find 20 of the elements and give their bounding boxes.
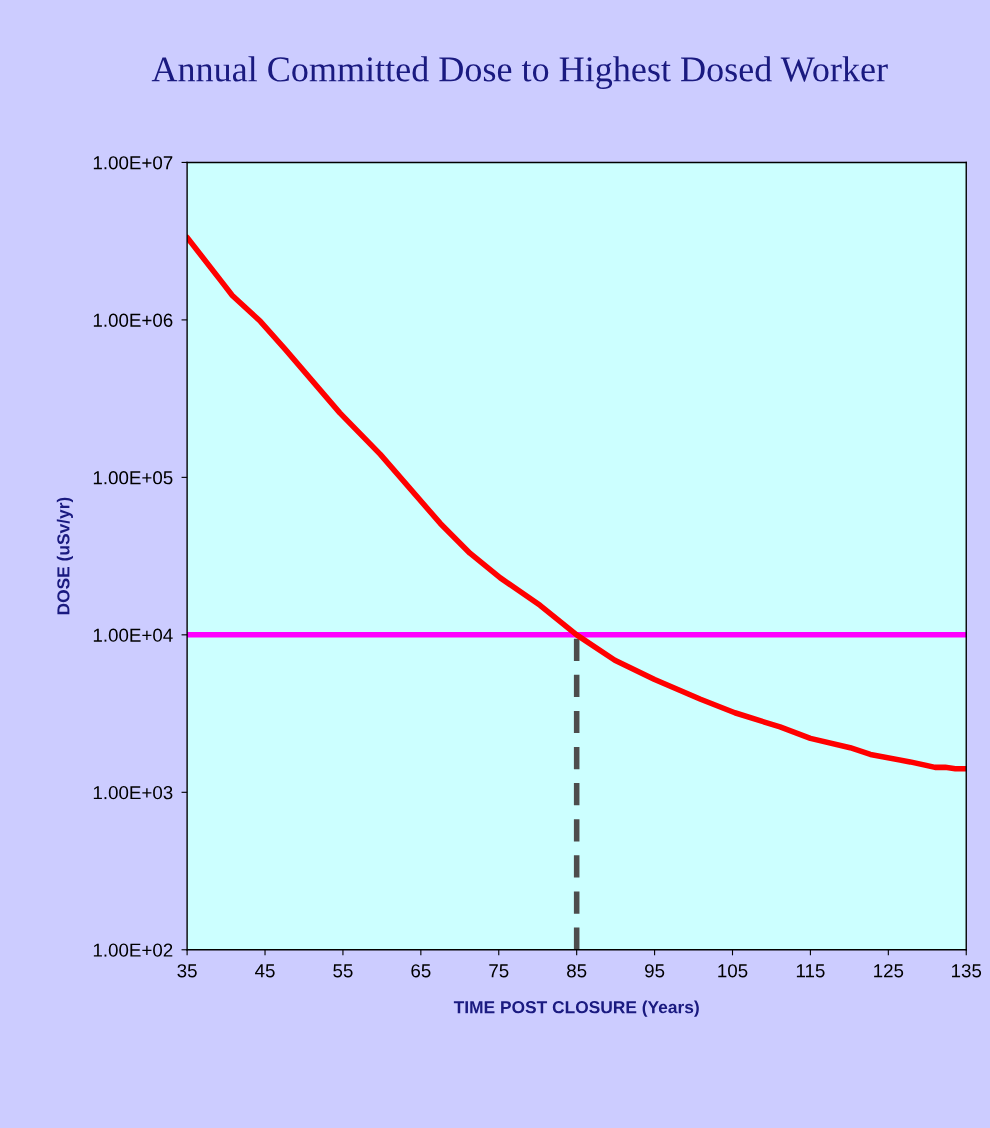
y-tick-label: 1.00E+04: [93, 628, 173, 642]
x-tick-label: 75: [489, 964, 509, 978]
x-tick-label: 45: [255, 964, 275, 978]
chart-title: Annual Committed Dose to Highest Dosed Worker: [151, 56, 888, 90]
x-tick-label: 95: [645, 964, 665, 978]
y-tick-label: 1.00E+06: [93, 313, 173, 327]
y-tick-label: 1.00E+03: [93, 786, 173, 800]
y-tick-label: 1.00E+02: [93, 943, 173, 957]
x-tick-label: 35: [177, 964, 197, 978]
x-tick-label: 105: [718, 964, 748, 978]
x-tick-label: 115: [796, 964, 825, 978]
x-tick-label: 85: [567, 964, 587, 978]
x-axis-title: TIME POST CLOSURE (Years): [453, 1000, 699, 1017]
x-tick-label: 65: [411, 964, 431, 978]
y-tick-label: 1.00E+05: [93, 471, 173, 485]
y-axis-title: DOSE (uSv/yr): [56, 497, 73, 615]
x-tick-label: 135: [952, 964, 982, 978]
x-tick-label: 55: [333, 964, 353, 978]
x-tick-label: 125: [874, 964, 904, 978]
y-tick-label: 1.00E+07: [93, 156, 173, 170]
